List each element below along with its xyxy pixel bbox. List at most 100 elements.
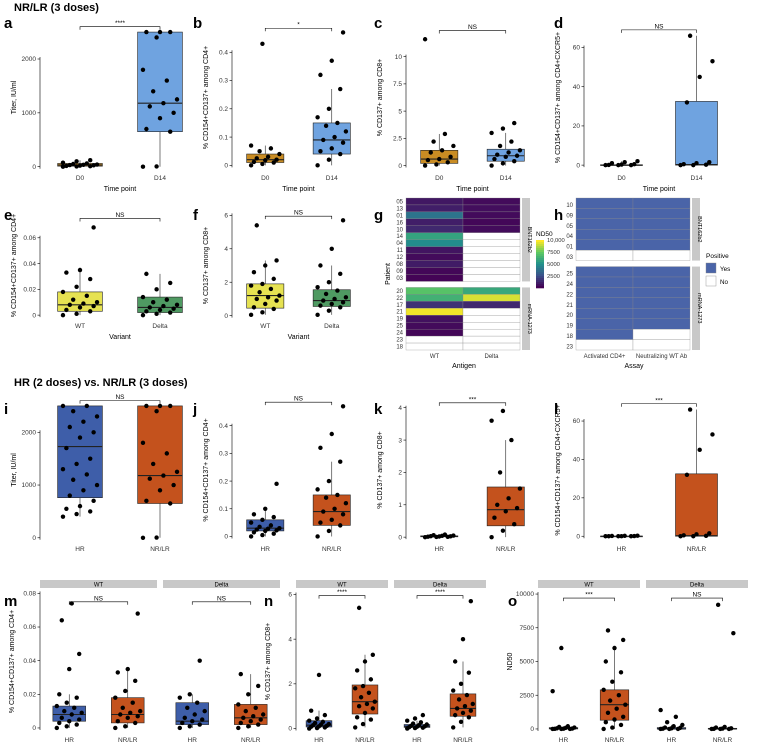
panel-g-row-label: 03	[396, 276, 403, 282]
panel-g-legend-swatch	[536, 258, 544, 261]
panel-e-delta-point	[140, 294, 146, 300]
panel-a-d0-point	[74, 164, 79, 169]
panel-h-legend-label: Yes	[720, 266, 730, 273]
panel-f-sig-bracket	[264, 215, 333, 220]
panel-g-legend-swatch	[536, 286, 544, 289]
panel-l-y-tick-label: 40	[573, 457, 581, 464]
panel-e-wt-point	[88, 309, 93, 314]
panel-k-y-tick-label: 4	[398, 405, 402, 412]
panel-i-nrlr-point	[157, 488, 163, 493]
panel-j-nrlr-point	[315, 487, 320, 492]
panel-j-hr-point	[251, 512, 257, 517]
panel-n-wt-nrlr-point	[370, 706, 376, 711]
panel-n-delta-nrlr-point	[460, 710, 466, 716]
panel-b-d14-point	[321, 137, 326, 143]
panel-f-delta-point	[318, 263, 323, 268]
panel-o-facet-label: Delta	[690, 583, 705, 589]
panel-n-delta-nrlr-point	[466, 715, 472, 720]
panel-f-wt-point	[251, 305, 257, 310]
panel-j: 0 0.1 0.2 0.3 0.4 HR NR/LR NS % CD154+CD137+ amo…	[203, 396, 351, 553]
panel-h-group-label: mRNA-1273	[696, 293, 702, 323]
panel-i-hr-point	[77, 435, 83, 440]
panel-g-cell	[405, 260, 464, 268]
panel-h-row-label: 04	[566, 234, 573, 240]
panel-n-wt-hr-point	[320, 719, 326, 725]
panel-h-cell	[575, 308, 634, 319]
panel-letter-m: m	[4, 593, 17, 610]
panel-m-wt-nrlr-point	[135, 713, 140, 719]
panel-c-d0-point	[428, 150, 433, 155]
panel-j-nrlr-point	[335, 492, 340, 498]
panel-k-y-tick-label: 2	[398, 470, 402, 477]
panel-c-d0-point	[434, 162, 439, 167]
panel-i-nrlr-box	[137, 405, 183, 504]
panel-m-wt-hr-point	[77, 651, 82, 657]
panel-m-delta-nrlr-point	[256, 683, 261, 689]
panel-m-delta-hr-point	[195, 700, 200, 705]
panel-n-delta-nrlr-point	[454, 706, 460, 711]
panel-o-delta-sig-bracket	[671, 597, 723, 602]
panel-b-d0-point	[274, 157, 279, 162]
panel-m-delta-hr-point	[185, 705, 190, 710]
panel-i-hr-point	[64, 445, 69, 451]
panel-e-delta-point	[150, 300, 156, 305]
panel-a-y-tick-label: 1000	[22, 110, 37, 117]
panel-c-d0-point	[451, 143, 456, 149]
panel-k-y-tick-label: 0	[398, 534, 402, 541]
panel-e-y-tick-label: 0	[32, 312, 36, 319]
panel-g-legend-swatch	[536, 272, 544, 275]
panel-c-d14-point	[512, 120, 517, 126]
panel-h-cell	[632, 276, 691, 288]
panel-o-wt-hr-point	[572, 725, 577, 730]
panel-e-wt-point	[94, 300, 100, 305]
panel-m-delta-nrlr-point	[251, 713, 256, 719]
panel-d-ylabel: % CD154+CD137+ among CD4+CXCR5+	[555, 32, 562, 163]
panel-i-hr-point	[81, 419, 86, 424]
panel-g-legend-swatch	[536, 242, 544, 245]
panel-n-wt-nrlr-point	[360, 721, 366, 727]
panel-b-d0-point	[257, 149, 262, 154]
panel-m-delta-nrlr-point	[258, 717, 263, 722]
panel-letter-e: e	[4, 207, 12, 224]
panel-k-ylabel: % CD137+ among CD8+	[377, 431, 384, 508]
panel-j-hr-point	[254, 527, 259, 532]
panel-h-row-label: 19	[566, 324, 573, 330]
panel-b-x-tick-label: D0	[261, 175, 270, 182]
panel-h-cell	[575, 287, 634, 299]
panel-n-delta-hr-point	[410, 721, 416, 726]
panel-l-sig-bracket	[621, 403, 697, 407]
panel-b-d14-point	[343, 129, 349, 134]
panel-i-hr-point	[74, 461, 79, 467]
panel-g-xlabel: Antigen	[452, 363, 476, 370]
panel-k-nrlr-point	[495, 502, 500, 507]
panel-m-delta-nrlr-point	[243, 708, 248, 714]
panel-n-wt-hr-point	[308, 708, 314, 713]
panel-m-x-tick-label: NR/LR	[241, 737, 261, 744]
panel-b-d14-point	[340, 30, 346, 35]
panel-o-wt-nrlr-point	[610, 725, 615, 730]
panel-b-d0-point	[254, 156, 259, 161]
panel-l-nrlr-point	[697, 447, 702, 453]
panel-a-d14-point	[154, 35, 159, 40]
panel-g-group-strip	[522, 287, 530, 350]
panel-i-hr-point	[74, 511, 79, 517]
panel-letter-g: g	[374, 207, 383, 224]
panel-b-d14-point	[323, 123, 329, 128]
panel-n-delta-nrlr-point	[468, 708, 474, 713]
panel-g-legend-tick: 7500	[547, 250, 560, 256]
panel-l-x-tick-label: HR	[617, 546, 627, 553]
panel-o-wt-hr-point	[550, 688, 555, 694]
panel-j-nrlr-point	[338, 523, 343, 528]
panel-i-nrlr-point	[164, 451, 170, 456]
panel-l-hr-point	[606, 534, 611, 539]
panel-g-legend-swatch	[536, 268, 544, 271]
panel-c-d0-point	[442, 131, 448, 137]
panel-i-nrlr-point	[147, 476, 152, 481]
panel-g-ylabel: Patient	[385, 263, 392, 285]
panel-h-row-label: 05	[566, 224, 573, 230]
panel-letter-i: i	[4, 401, 8, 418]
panel-h-cell	[575, 266, 634, 278]
panel-m-wt-nrlr-point	[115, 719, 120, 724]
panel-j-hr-point	[263, 506, 268, 511]
panel-e-delta-point	[174, 302, 180, 308]
